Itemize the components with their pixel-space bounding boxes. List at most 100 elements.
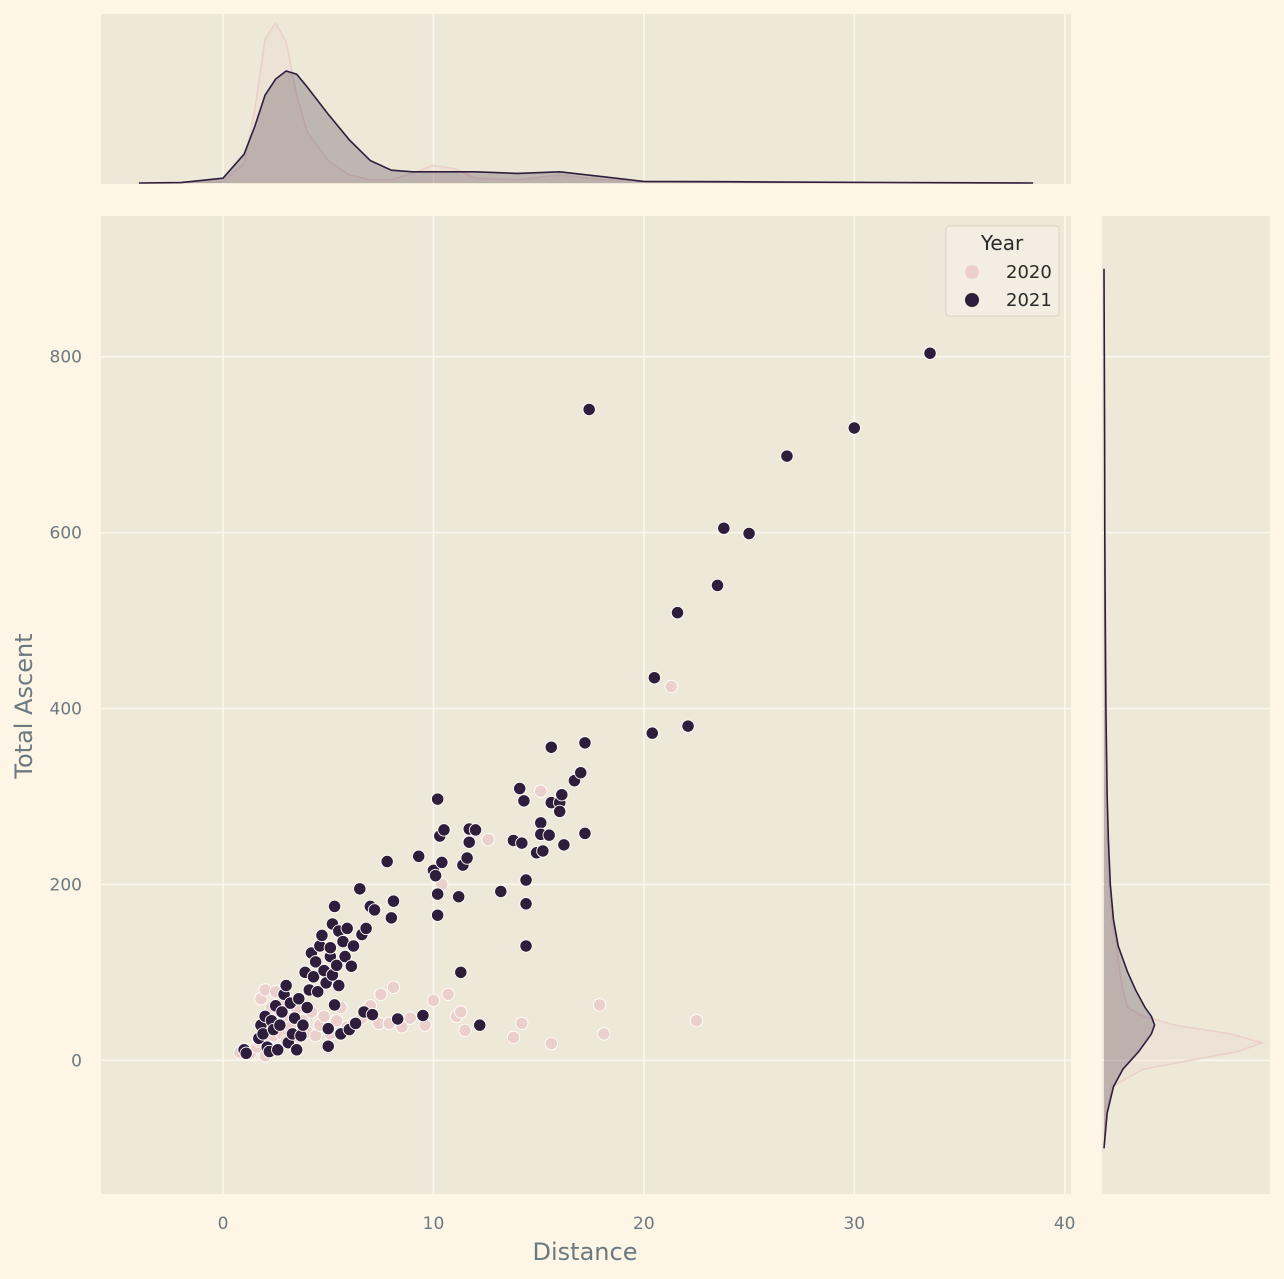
- scatter-point-2021: [473, 1018, 487, 1032]
- scatter-point-2021: [279, 978, 293, 993]
- scatter-point-2021: [321, 1039, 335, 1053]
- right-marginal-curves: [1103, 268, 1265, 1149]
- scatter-point-2020: [515, 1016, 529, 1031]
- scatter-point-2021: [367, 903, 382, 917]
- scatter-point-2021: [292, 992, 306, 1006]
- legend: Year 2020 2021: [945, 225, 1060, 317]
- scatter-point-2021: [710, 578, 725, 593]
- scatter-point-2021: [380, 854, 394, 869]
- scatter-point-2020: [374, 987, 388, 1002]
- scatter-point-2020: [593, 998, 607, 1012]
- scatter-point-2021: [460, 851, 474, 865]
- y-tick-label: 400: [50, 700, 82, 720]
- scatter-point-2021: [327, 998, 342, 1012]
- scatter-point-2021: [670, 606, 685, 620]
- scatter-point-2021: [384, 911, 399, 925]
- right-marginal-kde: [1102, 216, 1270, 1194]
- kde-fill-x-2021: [138, 71, 1034, 183]
- scatter-point-2020: [597, 1027, 611, 1041]
- scatter-point-2021: [555, 788, 569, 802]
- scatter-point-2020: [426, 993, 441, 1008]
- top-marginal-kde: [101, 14, 1071, 184]
- legend-label-2021: 2021: [1006, 290, 1052, 311]
- scatter-point-2021: [330, 958, 344, 972]
- scatter-point-2021: [311, 985, 325, 999]
- scatter-point-2021: [519, 873, 533, 887]
- top-marginal-curves: [138, 21, 1034, 184]
- legend-marker-2020: [965, 265, 979, 279]
- scatter-point-2021: [327, 899, 342, 914]
- scatter-point-2021: [391, 1012, 405, 1026]
- scatter-point-2021: [348, 1016, 363, 1031]
- x-tick-label: 0: [218, 1214, 229, 1234]
- scatter-point-2021: [332, 978, 346, 993]
- x-axis-title: Distance: [533, 1238, 638, 1266]
- scatter-point-2021: [338, 949, 352, 964]
- scatter-point-2021: [544, 740, 558, 754]
- scatter-point-2021: [437, 823, 451, 837]
- scatter-point-2020: [506, 1030, 521, 1045]
- scatter-point-2020: [544, 1036, 558, 1051]
- x-axis-ticks: 0 10 20 30 40: [218, 1214, 1076, 1234]
- scatter-point-2021: [416, 1008, 430, 1023]
- y-axis-title: Total Ascent: [10, 633, 38, 779]
- scatter-point-2021: [717, 521, 731, 535]
- scatter-point-2021: [308, 955, 323, 969]
- scatter-point-2021: [239, 1046, 253, 1060]
- scatter-point-2020: [481, 832, 495, 847]
- scatter-point-2021: [519, 897, 533, 911]
- scatter-point-2021: [275, 1005, 289, 1019]
- scatter-point-2021: [645, 726, 659, 740]
- scatter-point-2021: [578, 736, 592, 750]
- scatter-point-2021: [742, 526, 756, 541]
- scatter-point-2021: [428, 868, 443, 883]
- scatter-point-2021: [542, 828, 556, 842]
- legend-marker-2021: [965, 293, 979, 307]
- x-tick-label: 20: [633, 1214, 655, 1234]
- top-marginal-background: [101, 14, 1071, 184]
- scatter-point-2021: [574, 766, 588, 780]
- scatter-point-2021: [578, 826, 592, 841]
- x-tick-label: 10: [423, 1214, 445, 1234]
- scatter-point-2021: [553, 804, 567, 819]
- scatter-point-2021: [681, 719, 695, 733]
- scatter-point-2021: [359, 921, 373, 936]
- scatter-point-2021: [557, 838, 571, 852]
- scatter-point-2021: [780, 449, 794, 463]
- scatter-point-2021: [344, 959, 359, 973]
- scatter-point-2021: [515, 836, 529, 850]
- scatter-point-2021: [296, 1018, 310, 1032]
- scatter-point-2021: [353, 882, 367, 896]
- legend-title: Year: [980, 231, 1024, 255]
- scatter-point-2021: [412, 849, 426, 863]
- scatter-point-2021: [386, 894, 401, 908]
- scatter-point-2021: [647, 671, 662, 685]
- scatter-point-2021: [454, 965, 468, 980]
- scatter-point-2021: [431, 792, 445, 806]
- scatter-point-2021: [273, 1018, 287, 1032]
- scatter-point-2020: [534, 784, 548, 798]
- scatter-point-2021: [536, 844, 550, 858]
- scatter-point-2021: [513, 781, 527, 796]
- scatter-point-2021: [346, 939, 361, 953]
- scatter-point-2021: [468, 823, 483, 837]
- scatter-points: [233, 346, 937, 1063]
- scatter-point-2020: [386, 980, 401, 994]
- scatter-point-2021: [517, 794, 531, 808]
- scatter-point-2021: [534, 816, 548, 830]
- scatter-point-2021: [923, 346, 937, 360]
- scatter-point-2021: [847, 421, 861, 435]
- y-tick-label: 200: [50, 875, 82, 895]
- scatter-point-2021: [431, 887, 445, 901]
- y-axis-ticks: 0 200 400 600 800: [50, 348, 82, 1072]
- kde-fill-y-2021: [1104, 268, 1155, 1149]
- scatter-point-2020: [403, 1011, 417, 1025]
- scatter-point-2021: [365, 1007, 380, 1022]
- scatter-point-2020: [441, 987, 455, 1002]
- legend-label-2020: 2020: [1006, 262, 1052, 283]
- right-marginal-background: [1102, 216, 1270, 1194]
- joint-plot-area: [101, 216, 1071, 1194]
- scatter-point-2021: [452, 890, 466, 904]
- scatter-point-2021: [300, 1000, 314, 1015]
